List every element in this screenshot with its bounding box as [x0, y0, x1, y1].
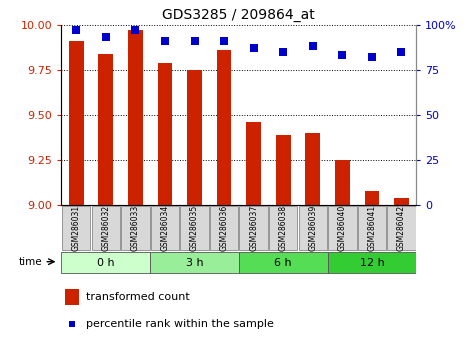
Bar	[65, 289, 79, 305]
FancyBboxPatch shape	[92, 206, 120, 250]
FancyBboxPatch shape	[327, 252, 416, 273]
FancyBboxPatch shape	[387, 206, 416, 250]
Point	[72, 27, 80, 33]
Point	[250, 45, 257, 51]
Text: GSM286039: GSM286039	[308, 205, 317, 251]
FancyBboxPatch shape	[61, 252, 150, 273]
FancyBboxPatch shape	[239, 252, 327, 273]
Bar	[98, 54, 113, 205]
Point	[102, 35, 110, 40]
Point	[339, 53, 346, 58]
FancyBboxPatch shape	[150, 252, 239, 273]
Text: 6 h: 6 h	[274, 258, 292, 268]
Text: transformed count: transformed count	[87, 292, 190, 302]
Text: percentile rank within the sample: percentile rank within the sample	[87, 319, 274, 329]
FancyBboxPatch shape	[269, 206, 298, 250]
Text: GSM286035: GSM286035	[190, 205, 199, 251]
Text: 0 h: 0 h	[97, 258, 114, 268]
Text: 12 h: 12 h	[359, 258, 384, 268]
Text: time: time	[18, 257, 42, 267]
Bar	[158, 63, 172, 205]
FancyBboxPatch shape	[151, 206, 179, 250]
Point	[368, 55, 376, 60]
FancyBboxPatch shape	[180, 206, 209, 250]
FancyBboxPatch shape	[239, 206, 268, 250]
Point	[398, 49, 405, 55]
Text: GSM286032: GSM286032	[101, 205, 110, 251]
Point	[191, 38, 198, 44]
Text: GSM286040: GSM286040	[338, 205, 347, 251]
Point	[220, 38, 228, 44]
FancyBboxPatch shape	[62, 206, 90, 250]
FancyBboxPatch shape	[298, 206, 327, 250]
Point	[309, 44, 316, 49]
Text: GSM286038: GSM286038	[279, 205, 288, 251]
Bar	[187, 70, 202, 205]
Text: GSM286034: GSM286034	[160, 205, 169, 251]
Bar	[335, 160, 350, 205]
Bar	[276, 135, 290, 205]
Point	[280, 49, 287, 55]
Text: GSM286036: GSM286036	[219, 205, 228, 251]
FancyBboxPatch shape	[210, 206, 238, 250]
Text: GSM286033: GSM286033	[131, 205, 140, 251]
Text: 3 h: 3 h	[186, 258, 203, 268]
Bar	[306, 133, 320, 205]
Text: GSM286042: GSM286042	[397, 205, 406, 251]
Point	[161, 38, 169, 44]
FancyBboxPatch shape	[358, 206, 386, 250]
Bar	[69, 41, 84, 205]
Title: GDS3285 / 209864_at: GDS3285 / 209864_at	[163, 8, 315, 22]
Bar	[217, 50, 231, 205]
Bar	[246, 122, 261, 205]
Bar	[128, 30, 143, 205]
Point	[131, 27, 139, 33]
Point	[68, 321, 76, 327]
FancyBboxPatch shape	[328, 206, 357, 250]
Text: GSM286037: GSM286037	[249, 205, 258, 251]
Bar	[365, 191, 379, 205]
Text: GSM286041: GSM286041	[368, 205, 377, 251]
Text: GSM286031: GSM286031	[72, 205, 81, 251]
FancyBboxPatch shape	[121, 206, 149, 250]
Bar	[394, 198, 409, 205]
